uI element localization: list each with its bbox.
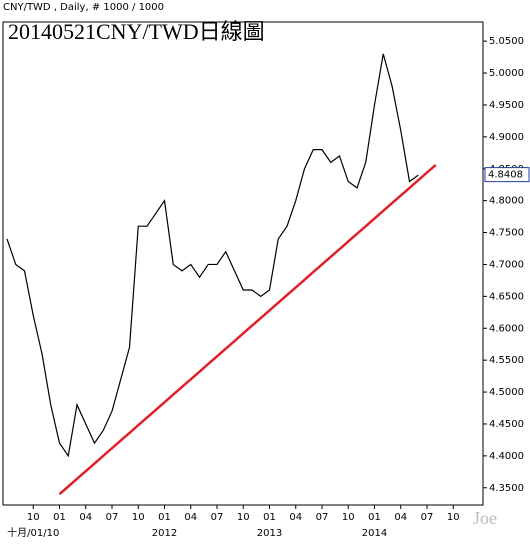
last-price-label: 4.8408 xyxy=(488,170,523,181)
series-line xyxy=(58,163,437,496)
x-tick-label: 07 xyxy=(316,512,329,523)
x-year-label: 十月/01/10 xyxy=(7,526,59,539)
y-tick-label: 4.5500 xyxy=(489,355,524,366)
x-tick-label: 01 xyxy=(263,512,276,523)
x-tick-label: 04 xyxy=(184,512,197,523)
x-tick-label: 04 xyxy=(394,512,407,523)
y-tick-label: 4.7500 xyxy=(489,228,524,239)
y-tick-label: 4.9000 xyxy=(489,132,524,143)
x-tick-label: 01 xyxy=(53,512,66,523)
y-tick-label: 4.4000 xyxy=(489,451,524,462)
x-tick-label: 01 xyxy=(158,512,171,523)
y-tick-label: 4.8000 xyxy=(489,196,524,207)
chart-header: CNY/TWD , Daily, # 1000 / 1000 xyxy=(3,2,164,13)
series-line xyxy=(6,53,419,458)
x-tick-label: 07 xyxy=(106,512,119,523)
y-tick-label: 4.6500 xyxy=(489,291,524,302)
plot-frame xyxy=(2,21,484,506)
y-tick-label: 5.0500 xyxy=(489,36,524,47)
y-tick-label: 4.7000 xyxy=(489,259,524,270)
x-tick-label: 10 xyxy=(27,512,40,523)
y-tick-label: 4.3500 xyxy=(489,483,524,494)
x-year-label: 2014 xyxy=(362,528,387,539)
y-tick-label: 4.4500 xyxy=(489,419,524,430)
x-tick-label: 10 xyxy=(342,512,355,523)
y-tick-label: 4.9500 xyxy=(489,100,524,111)
x-year-label: 2012 xyxy=(152,528,177,539)
x-tick-label: 01 xyxy=(368,512,381,523)
x-tick-label: 10 xyxy=(237,512,250,523)
x-tick-label: 10 xyxy=(447,512,460,523)
x-tick-label: 07 xyxy=(421,512,434,523)
y-tick-label: 4.6000 xyxy=(489,323,524,334)
x-tick-label: 04 xyxy=(79,512,92,523)
y-tick-label: 4.5000 xyxy=(489,387,524,398)
y-tick-label: 5.0000 xyxy=(489,68,524,79)
x-tick-label: 07 xyxy=(211,512,224,523)
chart-title: 20140521CNY/TWD日線圖 xyxy=(8,19,265,44)
x-tick-label: 10 xyxy=(132,512,145,523)
x-year-label: 2013 xyxy=(257,528,282,539)
watermark: Joe xyxy=(473,508,497,528)
last-price-box xyxy=(484,167,530,183)
x-tick-label: 04 xyxy=(289,512,302,523)
